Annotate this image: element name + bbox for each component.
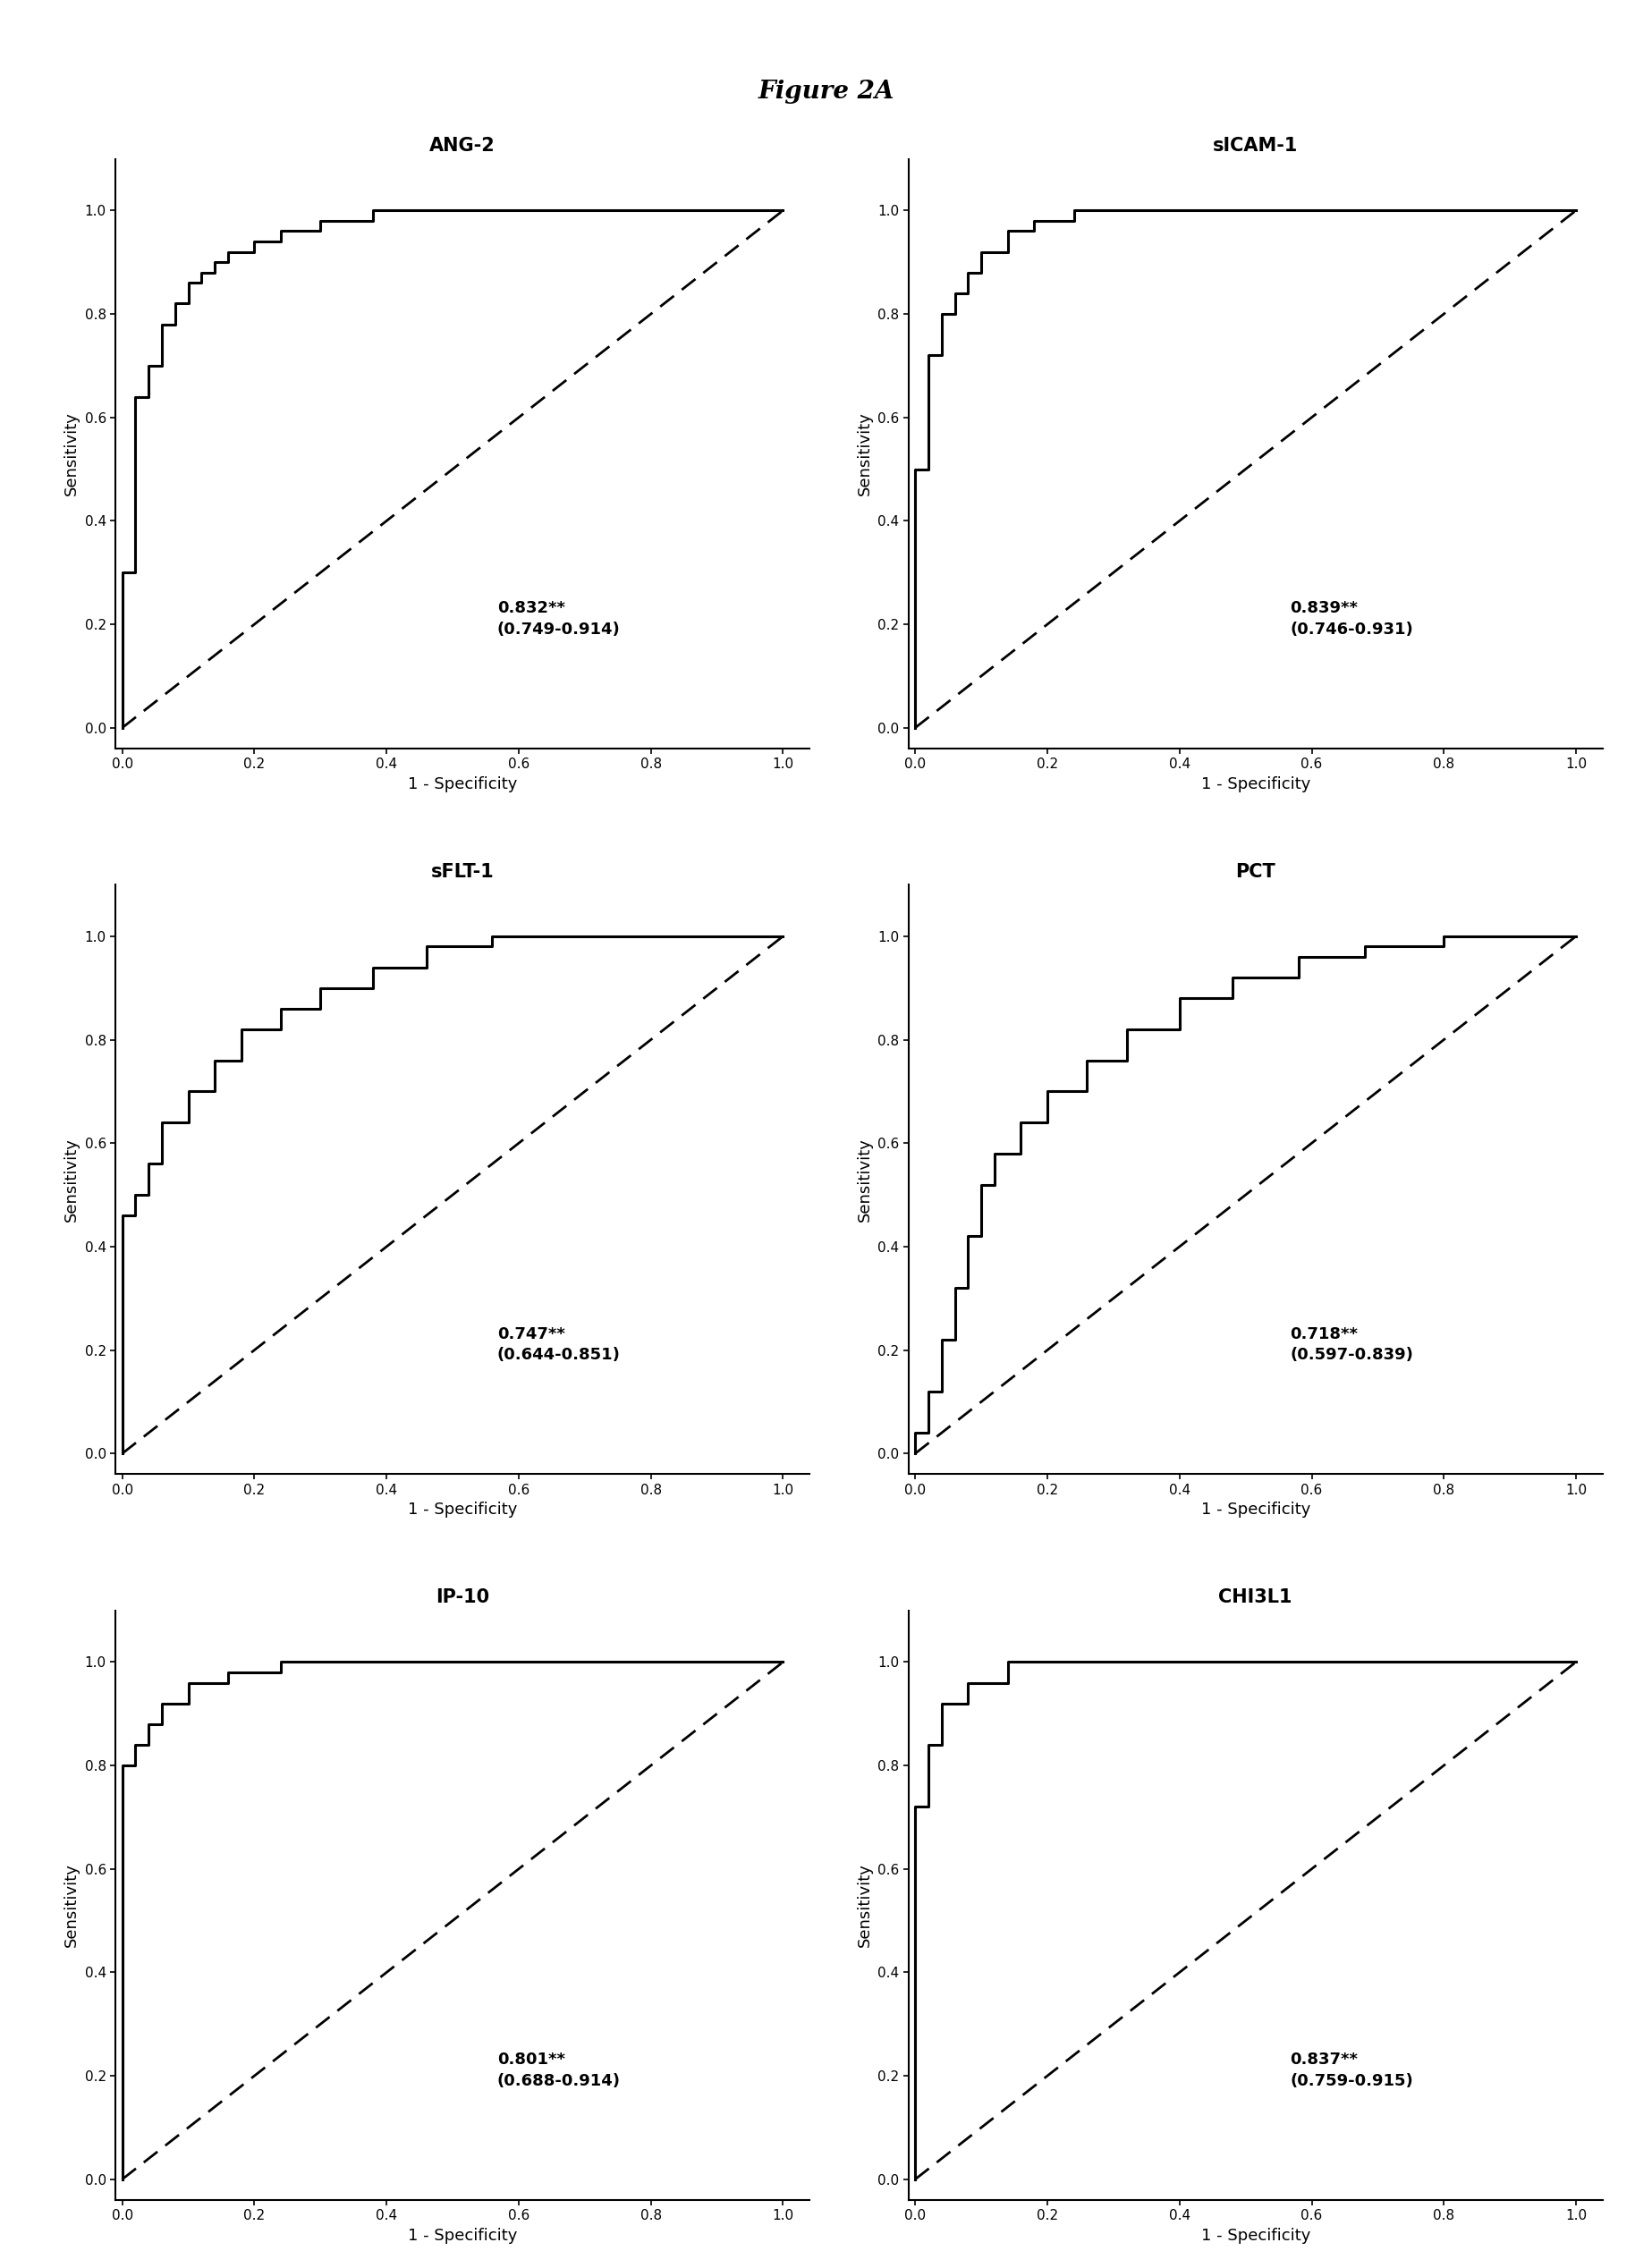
Y-axis label: Sensitivity: Sensitivity bbox=[856, 1136, 872, 1222]
Title: sFLT-1: sFLT-1 bbox=[431, 862, 494, 880]
X-axis label: 1 - Specificity: 1 - Specificity bbox=[1201, 2227, 1310, 2243]
X-axis label: 1 - Specificity: 1 - Specificity bbox=[408, 1501, 517, 1517]
Text: 0.747**
(0.644-0.851): 0.747** (0.644-0.851) bbox=[497, 1327, 621, 1363]
Title: IP-10: IP-10 bbox=[436, 1588, 489, 1606]
Text: Figure 2A: Figure 2A bbox=[758, 79, 894, 104]
Y-axis label: Sensitivity: Sensitivity bbox=[63, 411, 79, 497]
X-axis label: 1 - Specificity: 1 - Specificity bbox=[408, 2227, 517, 2243]
Title: ANG-2: ANG-2 bbox=[430, 136, 496, 154]
Text: 0.837**
(0.759-0.915): 0.837** (0.759-0.915) bbox=[1290, 2053, 1414, 2089]
X-axis label: 1 - Specificity: 1 - Specificity bbox=[1201, 1501, 1310, 1517]
X-axis label: 1 - Specificity: 1 - Specificity bbox=[1201, 776, 1310, 792]
Title: PCT: PCT bbox=[1236, 862, 1275, 880]
Y-axis label: Sensitivity: Sensitivity bbox=[63, 1862, 79, 1948]
Text: 0.718**
(0.597-0.839): 0.718** (0.597-0.839) bbox=[1290, 1327, 1414, 1363]
X-axis label: 1 - Specificity: 1 - Specificity bbox=[408, 776, 517, 792]
Y-axis label: Sensitivity: Sensitivity bbox=[856, 411, 872, 497]
Text: 0.839**
(0.746-0.931): 0.839** (0.746-0.931) bbox=[1290, 601, 1414, 637]
Title: sICAM-1: sICAM-1 bbox=[1213, 136, 1298, 154]
Y-axis label: Sensitivity: Sensitivity bbox=[63, 1136, 79, 1222]
Text: 0.832**
(0.749-0.914): 0.832** (0.749-0.914) bbox=[497, 601, 621, 637]
Y-axis label: Sensitivity: Sensitivity bbox=[856, 1862, 872, 1948]
Text: 0.801**
(0.688-0.914): 0.801** (0.688-0.914) bbox=[497, 2053, 621, 2089]
Title: CHI3L1: CHI3L1 bbox=[1219, 1588, 1292, 1606]
